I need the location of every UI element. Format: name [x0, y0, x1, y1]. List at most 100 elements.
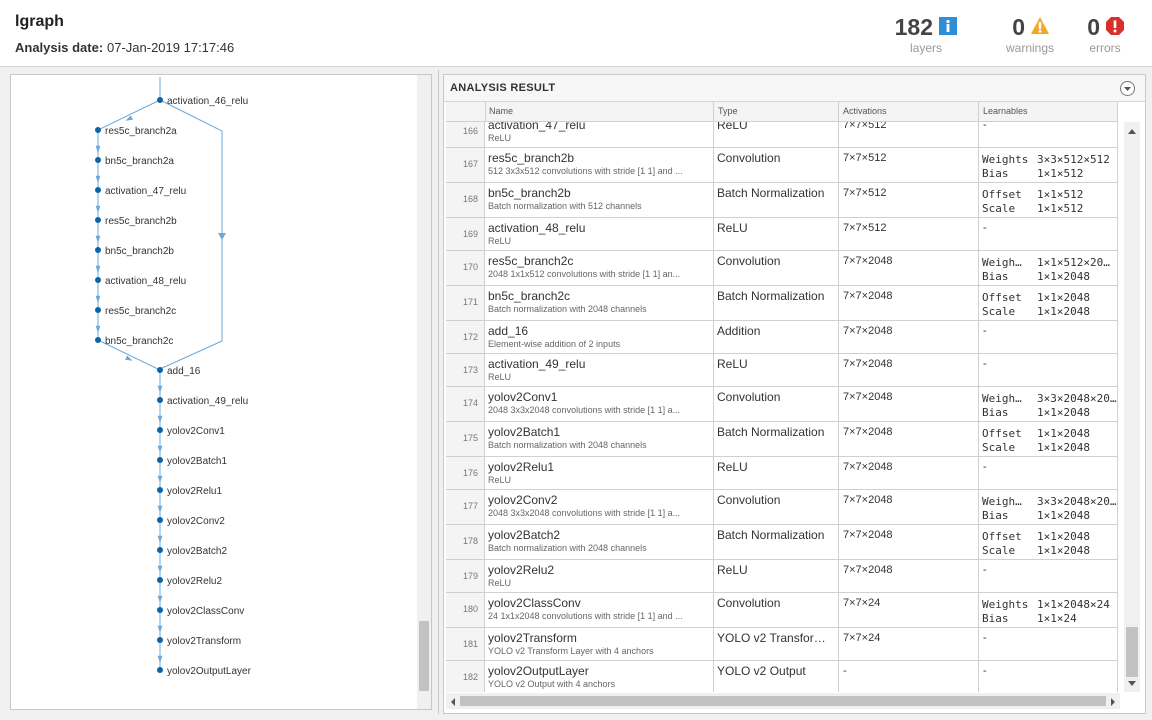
activations-cell: 7×7×512 — [839, 122, 979, 147]
learnables-cell: - — [979, 628, 1118, 660]
table-row[interactable]: 171 bn5c_branch2c Batch normalization with… — [446, 286, 1118, 321]
type-cell: ReLU — [714, 122, 839, 147]
learnable-name: Scale — [982, 305, 1016, 318]
name-cell: yolov2Relu1 ReLU — [485, 457, 714, 489]
graph-node[interactable] — [157, 607, 163, 613]
edge-arrow — [157, 505, 163, 513]
h-scrollbar-thumb[interactable] — [460, 696, 1106, 706]
scrollbar-thumb[interactable] — [419, 621, 429, 691]
graph-node[interactable] — [95, 157, 101, 163]
graph-node[interactable] — [157, 367, 163, 373]
node-label: res5c_branch2a — [105, 126, 177, 137]
type-cell: YOLO v2 Transfor… — [714, 628, 839, 660]
panel-title: ANALYSIS RESULT — [450, 82, 556, 94]
learnable-value: 3×3×2048×20… — [1037, 392, 1117, 405]
table-row[interactable]: 166 activation_47_relu ReLU ReLU 7×7×512- — [446, 122, 1118, 148]
column-header[interactable]: Name — [485, 102, 714, 121]
table-row[interactable]: 182 yolov2OutputLayer YOLO v2 Output with … — [446, 661, 1118, 692]
summary-label: layers — [909, 41, 942, 55]
summary-label: warnings — [1005, 41, 1055, 55]
edge-arrow — [157, 655, 163, 663]
scroll-up[interactable] — [1127, 127, 1137, 135]
learnables-cell: Offset 1×1×2048 Scale 1×1×2048 — [979, 286, 1118, 320]
h-scrollbar[interactable] — [446, 693, 1120, 709]
table-row[interactable]: 179 yolov2Relu2 ReLU ReLU 7×7×2048- — [446, 560, 1118, 593]
edge-arrow — [95, 325, 101, 333]
icon-glyph — [946, 24, 950, 32]
graph-node[interactable] — [157, 667, 163, 673]
name-cell: activation_47_relu ReLU — [485, 122, 714, 147]
table-row[interactable]: 177 yolov2Conv2 2048 3x3x2048 convolutions… — [446, 490, 1118, 525]
scroll-down[interactable] — [1127, 680, 1137, 688]
column-header[interactable]: Learnables — [979, 102, 1118, 121]
layer-description: 2048 3x3x2048 convolutions with stride [… — [488, 508, 681, 518]
graph-node[interactable] — [95, 337, 101, 343]
table-row[interactable]: 168 bn5c_branch2b Batch normalization with… — [446, 183, 1118, 218]
icon-glyph — [1113, 29, 1117, 33]
graph-node[interactable] — [95, 127, 101, 133]
graph-node[interactable] — [157, 637, 163, 643]
index-cell: 175 — [446, 422, 485, 456]
index-cell: 171 — [446, 286, 485, 320]
graph-node[interactable] — [95, 217, 101, 223]
table-row[interactable]: 172 add_16 Element-wise addition of 2 inpu… — [446, 321, 1118, 354]
scrollbar[interactable] — [417, 75, 431, 709]
graph-node[interactable] — [157, 97, 163, 103]
learnables: - — [983, 632, 987, 644]
table-header: Name Type Activations Learnables — [446, 102, 1118, 122]
layer-name: add_16 — [488, 324, 529, 338]
layer-description: 2048 3x3x2048 convolutions with stride [… — [488, 405, 681, 415]
learnables: - — [983, 665, 987, 677]
graph-node[interactable] — [157, 487, 163, 493]
activations-cell: 7×7×2048 — [839, 251, 979, 285]
index-cell: 169 — [446, 218, 485, 250]
learnable-name: Weights — [982, 598, 1029, 611]
learnables: - — [983, 122, 987, 131]
layer-type: Convolution — [717, 493, 781, 507]
learnables-cell: - — [979, 661, 1118, 692]
learnables-cell: - — [979, 457, 1118, 489]
graph-node[interactable] — [95, 247, 101, 253]
table-row[interactable]: 169 activation_48_relu ReLU ReLU 7×7×512- — [446, 218, 1118, 251]
layer-description: Batch normalization with 2048 channels — [488, 440, 647, 450]
learnables-cell: - — [979, 560, 1118, 592]
learnable-name: Bias — [982, 270, 1009, 283]
table-row[interactable]: 180 yolov2ClassConv 24 1x1x2048 convolutio… — [446, 593, 1118, 628]
table-row[interactable]: 174 yolov2Conv1 2048 3x3x2048 convolutions… — [446, 387, 1118, 422]
splitter[interactable] — [438, 70, 439, 714]
table-row[interactable]: 176 yolov2Relu1 ReLU ReLU 7×7×2048- — [446, 457, 1118, 490]
table-row[interactable]: 173 activation_49_relu ReLU ReLU 7×7×2048- — [446, 354, 1118, 387]
layer-type: ReLU — [717, 460, 748, 474]
table-row[interactable]: 175 yolov2Batch1 Batch normalization with … — [446, 422, 1118, 457]
graph-node[interactable] — [95, 307, 101, 313]
graph-node[interactable] — [157, 577, 163, 583]
graph-node[interactable] — [157, 397, 163, 403]
column-header[interactable]: Activations — [839, 102, 979, 121]
scroll-right[interactable] — [1109, 697, 1117, 707]
layer-description: Batch normalization with 512 channels — [488, 201, 642, 211]
table-row[interactable]: 170 res5c_branch2c 2048 1x1x512 convolutio… — [446, 251, 1118, 286]
activations-cell: 7×7×2048 — [839, 560, 979, 592]
learnables: - — [983, 325, 987, 337]
type-cell: Batch Normalization — [714, 525, 839, 559]
learnable-name: Scale — [982, 441, 1016, 454]
collapse-button[interactable] — [1119, 80, 1136, 97]
v-scrollbar-thumb[interactable] — [1126, 627, 1138, 677]
table-row[interactable]: 167 res5c_branch2b 512 3x3x512 convolution… — [446, 148, 1118, 183]
layer-graph: activation_46_relu res5c_branch2a bn5c_bra… — [95, 77, 252, 677]
scroll-left[interactable] — [449, 697, 457, 707]
graph-node[interactable] — [157, 547, 163, 553]
graph-node[interactable] — [157, 457, 163, 463]
v-scrollbar[interactable] — [1124, 122, 1140, 692]
graph-node[interactable] — [95, 277, 101, 283]
table-row[interactable]: 178 yolov2Batch2 Batch normalization with … — [446, 525, 1118, 560]
table-row[interactable]: 181 yolov2Transform YOLO v2 Transform Laye… — [446, 628, 1118, 661]
column-header[interactable]: Type — [714, 102, 839, 121]
graph-node[interactable] — [157, 427, 163, 433]
activations-cell: 7×7×2048 — [839, 387, 979, 421]
graph-node[interactable] — [95, 187, 101, 193]
learnables-cell: Weigh… 3×3×2048×20… Bias 1×1×2048 — [979, 490, 1118, 524]
row-index: 169 — [462, 229, 478, 239]
graph-node[interactable] — [157, 517, 163, 523]
layer-type: Batch Normalization — [717, 186, 825, 200]
